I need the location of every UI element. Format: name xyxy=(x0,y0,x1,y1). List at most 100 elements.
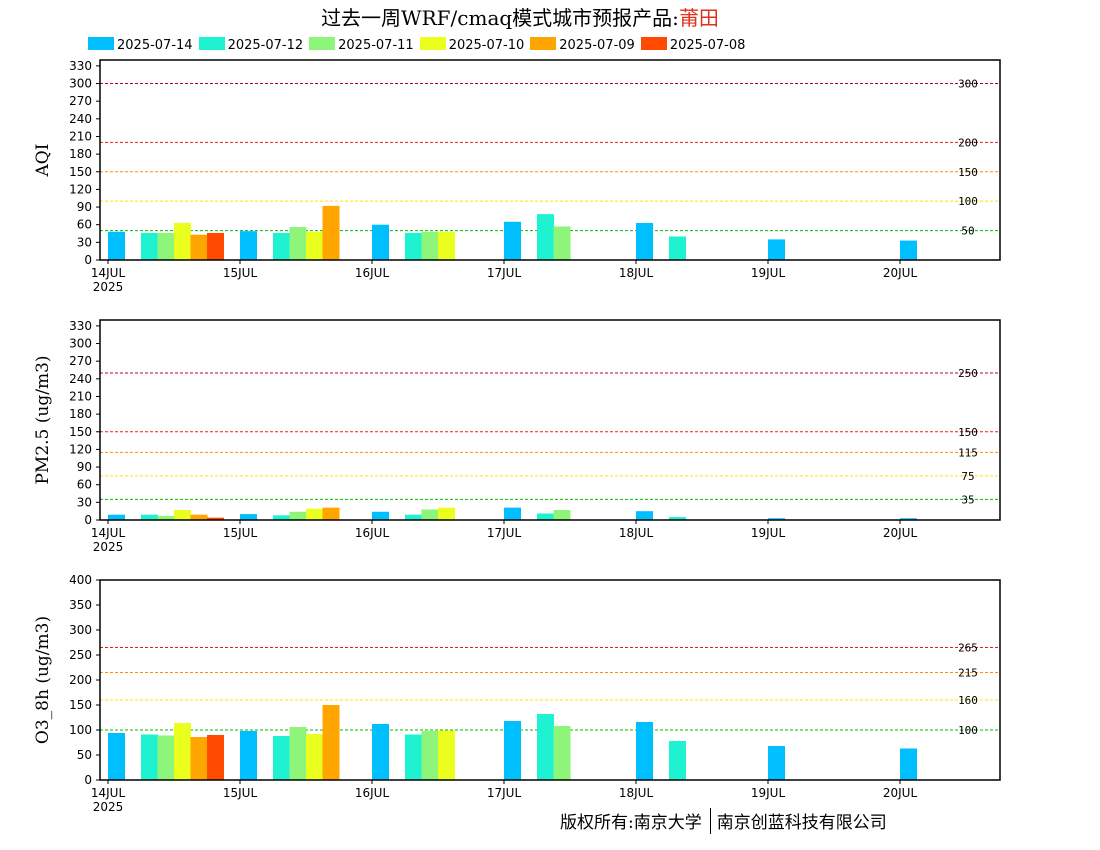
x-tick-label: 18JUL xyxy=(619,526,654,540)
y-tick-label: 330 xyxy=(69,319,92,333)
copyright-company: 南京创蓝科技有限公司 xyxy=(716,813,887,833)
legend-item: 2025-07-09 xyxy=(530,37,635,53)
bar xyxy=(372,224,389,260)
bar xyxy=(108,733,125,780)
x-tick-label: 19JUL xyxy=(751,266,786,280)
bar xyxy=(669,517,686,520)
bar xyxy=(504,721,521,780)
plot-frame xyxy=(99,319,1001,521)
bar xyxy=(273,232,290,260)
bar xyxy=(322,705,340,780)
y-tick-label: 350 xyxy=(69,598,92,612)
bar xyxy=(141,514,158,520)
bar xyxy=(768,239,785,260)
threshold-label: 150 xyxy=(958,166,978,179)
legend-label: 2025-07-09 xyxy=(559,38,635,53)
y-tick-label: 50 xyxy=(77,748,92,762)
y-tick-label: 120 xyxy=(69,182,92,196)
bar xyxy=(438,507,455,520)
x-tick-label: 19JUL xyxy=(751,786,786,800)
threshold-label: 250 xyxy=(958,367,978,380)
y-tick-label: 60 xyxy=(77,478,92,492)
bar xyxy=(553,726,571,780)
y-tick-label: 150 xyxy=(69,425,92,439)
y-tick-label: 30 xyxy=(77,495,92,509)
bar xyxy=(636,722,653,780)
y-tick-label: 0 xyxy=(84,773,92,787)
y-tick-label: 150 xyxy=(69,165,92,179)
bar xyxy=(207,232,224,260)
x-tick-label: 17JUL xyxy=(487,266,522,280)
y-tick-label: 90 xyxy=(77,460,92,474)
x-tick-label: 16JUL xyxy=(355,786,390,800)
bar xyxy=(405,734,422,780)
bar xyxy=(900,240,917,260)
bar xyxy=(372,511,389,520)
x-tick-label: 15JUL xyxy=(223,266,258,280)
bar xyxy=(322,507,340,520)
legend-item: 2025-07-10 xyxy=(419,37,525,53)
bar xyxy=(504,221,521,260)
y-tick-label: 0 xyxy=(84,253,92,267)
y-tick-label: 330 xyxy=(69,59,92,73)
bar xyxy=(306,508,323,520)
threshold-label: 300 xyxy=(958,78,978,91)
bar xyxy=(405,232,422,260)
bar xyxy=(537,513,554,520)
bar xyxy=(289,727,307,780)
x-tick-label: 20JUL xyxy=(883,786,918,800)
bar xyxy=(157,515,175,520)
page-title: 过去一周WRF/cmaq模式城市预报产品:莆田 xyxy=(0,2,1040,31)
threshold-label: 200 xyxy=(958,136,978,149)
x-tick-label: 20JUL xyxy=(883,526,918,540)
y-tick-label: 250 xyxy=(69,648,92,662)
bar xyxy=(504,507,521,520)
bar xyxy=(421,231,439,260)
bar xyxy=(553,510,571,520)
legend-label: 2025-07-10 xyxy=(448,38,525,53)
bar xyxy=(636,511,653,520)
y-axis-title: AQI xyxy=(33,144,53,178)
bar xyxy=(900,748,917,780)
y-tick-label: 400 xyxy=(69,573,92,587)
threshold-label: 100 xyxy=(958,195,978,208)
y-tick-label: 150 xyxy=(69,698,92,712)
y-axis-title: O3_8h (ug/m3) xyxy=(33,616,53,744)
legend-label: 2025-07-11 xyxy=(338,38,414,53)
y-tick-label: 180 xyxy=(69,407,92,421)
threshold-label: 160 xyxy=(958,694,978,707)
legend-item: 2025-07-14 xyxy=(88,37,193,53)
title-text: 过去一周WRF/cmaq模式城市预报产品: xyxy=(321,6,679,30)
legend: 2025-07-14 2025-07-12 2025-07-11 2025-07-10… xyxy=(88,34,751,54)
bar xyxy=(240,731,257,780)
x-tick-label: 19JUL xyxy=(751,526,786,540)
x-tick-label: 16JUL xyxy=(355,526,390,540)
bar xyxy=(768,518,785,520)
x-tick-label: 14JUL xyxy=(91,526,126,540)
x-tick-label: 18JUL xyxy=(619,266,654,280)
legend-item: 2025-07-08 xyxy=(640,37,745,53)
y-tick-label: 240 xyxy=(69,372,92,386)
threshold-label: 100 xyxy=(958,724,978,737)
y-tick-label: 210 xyxy=(69,389,92,403)
x-tick-label: 20JUL xyxy=(883,266,918,280)
x-tick-label: 17JUL xyxy=(487,526,522,540)
threshold-label: 75 xyxy=(961,470,974,483)
legend-item: 2025-07-12 xyxy=(198,37,303,53)
y-tick-label: 100 xyxy=(69,723,92,737)
bar xyxy=(438,231,455,260)
threshold-label: 150 xyxy=(958,426,978,439)
bar xyxy=(141,232,158,260)
bar xyxy=(174,723,191,780)
bar xyxy=(421,731,439,780)
bar xyxy=(537,714,554,780)
threshold-label: 115 xyxy=(958,446,978,459)
y-tick-label: 180 xyxy=(69,147,92,161)
bar xyxy=(900,518,917,520)
bar xyxy=(438,730,455,780)
y-tick-label: 300 xyxy=(69,77,92,91)
y-axis-title: PM2.5 (ug/m3) xyxy=(33,355,53,484)
threshold-label: 35 xyxy=(961,493,974,506)
threshold-label: 50 xyxy=(961,225,974,238)
bar xyxy=(553,226,571,260)
